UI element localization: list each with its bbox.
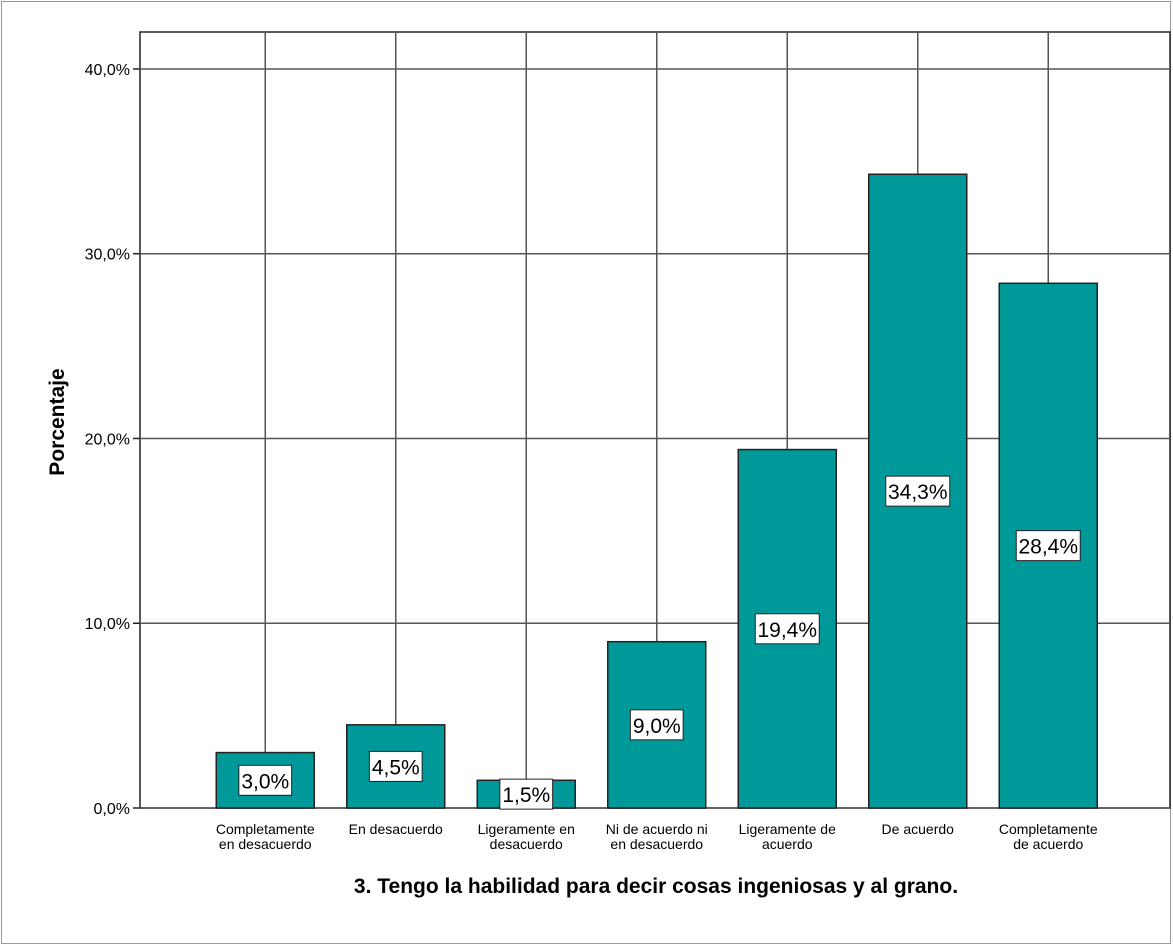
x-category-labels: Completamente en desacuerdo En desacuerdo L… — [216, 821, 1098, 852]
x-category-label: Ni de acuerdo ni en desacuerdo — [606, 821, 708, 852]
data-label: 19,4% — [757, 619, 817, 642]
x-category-label: De acuerdo — [882, 821, 955, 837]
x-category-label: Completamente de acuerdo — [999, 821, 1098, 852]
y-axis-label: Porcentaje — [46, 368, 69, 475]
data-label-box — [499, 778, 554, 810]
data-labels-layer: 3,0% 4,5% 1,5% 9,0% 19,4% 34,3% 28,4% — [238, 475, 1081, 810]
data-label-box — [1015, 530, 1081, 562]
y-tick-labels: 0,0% 10,0% 20,0% 30,0% 40,0% — [85, 62, 130, 818]
y-tick-label: 40,0% — [85, 62, 130, 79]
data-label: 4,5% — [372, 756, 420, 779]
data-label: 1,5% — [502, 784, 550, 807]
data-label: 34,3% — [888, 481, 948, 504]
x-category-label: Ligeramente en desacuerdo — [478, 821, 575, 852]
y-tick-label: 0,0% — [94, 801, 130, 818]
data-label: 3,0% — [241, 770, 289, 793]
y-tick-label: 10,0% — [85, 616, 130, 633]
x-category-label: Ligeramente de acuerdo — [739, 821, 837, 852]
data-label-box — [368, 750, 423, 782]
data-label-box — [885, 475, 951, 507]
y-tick-label: 20,0% — [85, 431, 130, 448]
data-label: 9,0% — [633, 715, 681, 738]
data-label-box — [238, 764, 293, 796]
x-category-label: En desacuerdo — [349, 821, 443, 837]
data-label-box — [754, 613, 820, 645]
data-label: 28,4% — [1018, 536, 1078, 559]
data-label-box — [629, 709, 684, 741]
x-category-label: Completamente en desacuerdo — [216, 821, 315, 852]
x-axis-label: 3. Tengo la habilidad para decir cosas i… — [354, 875, 958, 898]
y-tick-label: 30,0% — [85, 247, 130, 264]
